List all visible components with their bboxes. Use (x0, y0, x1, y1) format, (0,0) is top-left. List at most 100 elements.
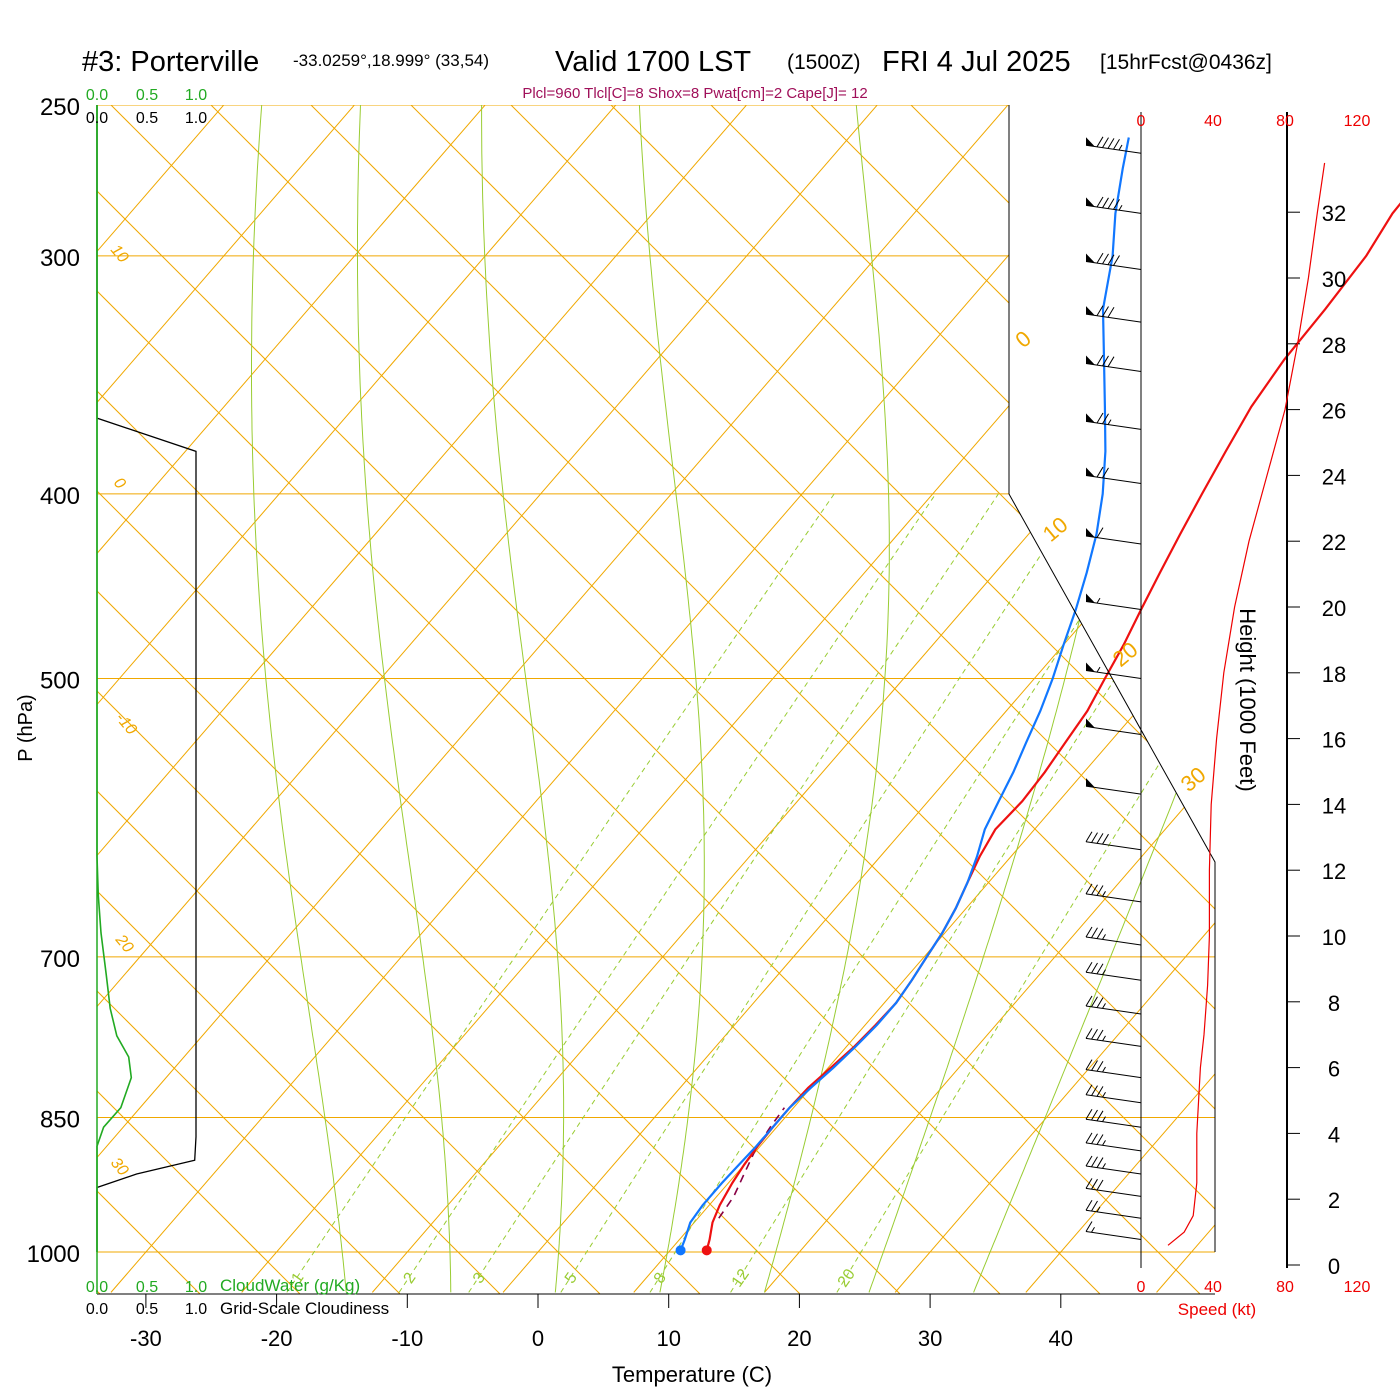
wind-barb-staff (1085, 1094, 1142, 1104)
wind-barb (1085, 354, 1142, 372)
wind-barb-full (1085, 995, 1093, 1007)
wind-barb-flag (1086, 306, 1095, 316)
wind-barb (1085, 1108, 1142, 1128)
cloudiness-line (96, 105, 197, 1252)
moist-adiabat-line (357, 105, 452, 1293)
cloudwater-scale-bottom: 0.0 (86, 1279, 108, 1296)
wind-barb-full (1085, 1199, 1093, 1211)
parcel-line (718, 1107, 786, 1219)
wind-barb-full (1102, 355, 1109, 367)
height-axis-title: Height (1000 Feet) (1235, 608, 1260, 791)
surface-dewpoint-marker (675, 1245, 686, 1256)
wind-barb-full (1085, 883, 1093, 895)
wind-barb-full (1096, 885, 1104, 896)
wind-barb-half (1102, 934, 1106, 940)
wind-barb-full (1085, 1132, 1093, 1144)
surface-temperature-marker (701, 1245, 712, 1256)
wind-barb-full (1102, 306, 1109, 317)
isotherm-line (97, 105, 907, 1293)
wind-barb-full (1096, 136, 1104, 148)
forecast-info: [15hrFcst@0436z] (1100, 51, 1272, 74)
pressure-tick-label: 250 (40, 94, 80, 121)
station-coords: -33.0259°,18.999° (33,54) (293, 51, 489, 70)
x-tick-label: 20 (787, 1326, 811, 1351)
dry-adiabat-line (310, 105, 1215, 1294)
params-line: Plcl=960 Tlcl[C]=8 Shox=8 Pwat[cm]=2 Cap… (522, 85, 867, 102)
height-tick-label: 2 (1328, 1188, 1340, 1213)
moist-adiabat-line (973, 105, 1215, 1293)
wind-barb-staff (1085, 474, 1142, 484)
wind-barb-full (1096, 412, 1104, 424)
wind-barb-full (1096, 354, 1104, 366)
wind-barb-flag (1086, 718, 1095, 728)
x-tick-label: -20 (261, 1326, 293, 1351)
isotherm-line (1025, 105, 1215, 1293)
wind-barb (1085, 466, 1142, 484)
wind-barb-half (1096, 597, 1101, 604)
isotherm-line (110, 105, 1169, 1293)
wind-barb-full (1085, 1028, 1093, 1039)
dry-adiabat-line (97, 105, 801, 1294)
height-tick-label: 4 (1328, 1122, 1340, 1147)
x-tick-label: 30 (918, 1326, 942, 1351)
height-tick-label: 32 (1322, 201, 1346, 226)
isotherm-line (371, 105, 1215, 1293)
cloudiness-scale-bottom: 1.0 (185, 1301, 207, 1318)
speed-tick-label-bottom: 120 (1344, 1279, 1371, 1296)
pressure-tick-label: 300 (40, 245, 80, 272)
wind-barb-full (1096, 1157, 1104, 1168)
height-tick-label: 10 (1322, 925, 1346, 950)
height-tick-label: 18 (1322, 662, 1346, 687)
height-tick-label: 6 (1328, 1057, 1340, 1082)
dry-adiabat-line (110, 105, 1215, 1294)
wind-barb-full (1107, 198, 1115, 209)
wind-barb-half (1096, 666, 1101, 673)
dry-adiabat-line (97, 105, 501, 1294)
wind-barb (1085, 1059, 1142, 1079)
wind-barb-staff (1085, 1165, 1142, 1175)
wind-barb-full (1107, 307, 1115, 318)
wind-barb-full (1096, 1179, 1104, 1191)
wind-barb-staff (1085, 1005, 1142, 1015)
wind-barb (1085, 412, 1142, 430)
wind-barb-staff (1085, 893, 1142, 903)
wind-barb-flag (1086, 137, 1095, 147)
x-tick-label: 0 (532, 1326, 544, 1351)
wind-barb-full (1113, 199, 1120, 210)
cloudwater-title: CloudWater (g/Kg) (220, 1276, 360, 1295)
speed-tick-label-top: 80 (1276, 113, 1294, 130)
wind-barb-full (1091, 1060, 1098, 1071)
wind-barb-flag (1086, 413, 1095, 423)
wind-barb-staff (1085, 1187, 1142, 1197)
cloudwater-scale-bottom: 0.5 (136, 1279, 158, 1296)
wind-barb-half (1102, 1116, 1106, 1122)
height-tick-label: 30 (1322, 267, 1346, 292)
wind-barb-full (1107, 138, 1115, 149)
wind-barb-flag (1086, 253, 1095, 263)
wind-barb-staff (1085, 1069, 1142, 1079)
wind-barb (1085, 196, 1142, 214)
wind-barb-full (1096, 1086, 1104, 1097)
height-tick-label: 24 (1322, 464, 1346, 489)
wind-barb-staff (1085, 725, 1142, 735)
dry-adiabat-line (510, 105, 1215, 1294)
isotherm-line (894, 105, 1215, 1293)
y-axis-title: P (hPa) (15, 694, 37, 761)
isotherm-line (502, 105, 1215, 1293)
speed-tick-label-bottom: 80 (1276, 1279, 1294, 1296)
wind-barb-staff (1085, 1231, 1142, 1240)
wind-barb-full (1091, 1085, 1098, 1096)
cloudiness-title: Grid-Scale Cloudiness (220, 1299, 389, 1318)
height-tick-label: 22 (1322, 530, 1346, 555)
cloudwater-line (96, 105, 133, 1252)
moist-adiabat-line (764, 105, 890, 1293)
wind-barb-full (1091, 1028, 1098, 1040)
mixing-ratio-line (398, 493, 937, 1293)
wind-barb (1085, 593, 1142, 611)
wind-barb-full (1096, 1029, 1104, 1041)
wind-barb-half (1102, 1035, 1106, 1042)
dry-adiabat-line (97, 105, 1101, 1294)
wind-barb (1085, 252, 1142, 271)
wind-barb (1085, 1199, 1142, 1219)
speed-tick-label-top: 0 (1137, 113, 1146, 130)
